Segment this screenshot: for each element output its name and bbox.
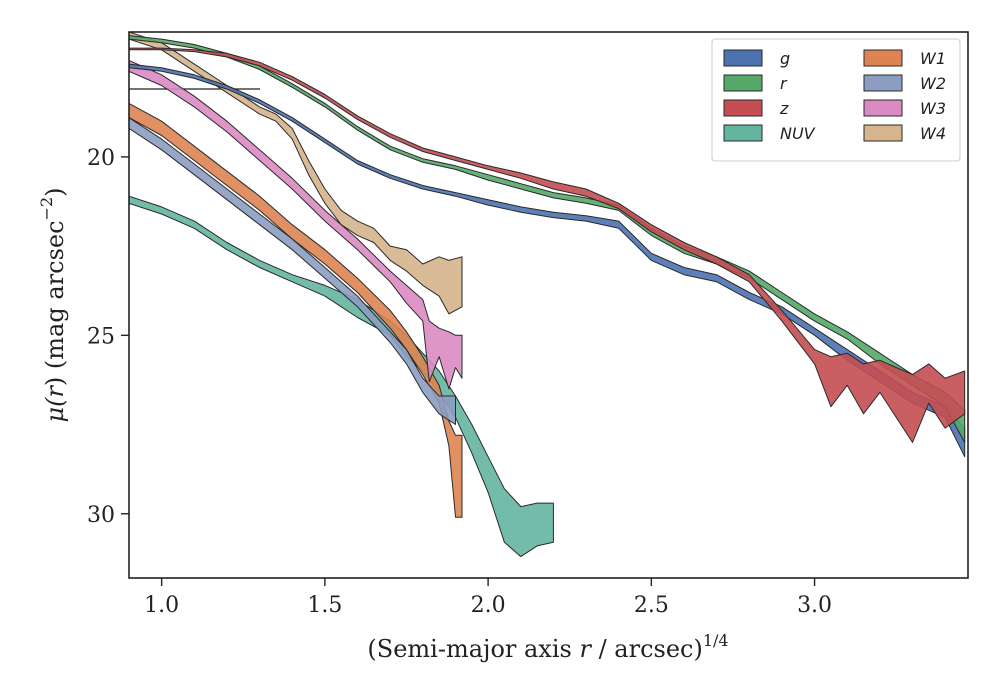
legend-swatch-w1 xyxy=(863,49,903,67)
legend-label-w4: W4 xyxy=(920,124,946,143)
legend-label-nuv: NUV xyxy=(780,124,816,143)
series-band-w2 xyxy=(129,117,456,425)
x-tick-label: 2.5 xyxy=(634,593,669,618)
series-band-nuv xyxy=(129,195,554,558)
x-tick-label: 1.5 xyxy=(307,593,342,618)
legend-label-z: z xyxy=(779,99,789,118)
series-band-z xyxy=(129,47,966,443)
series-bands xyxy=(129,32,966,558)
series-band-r xyxy=(129,35,966,443)
y-axis-label: μ(r) (mag arcsec−2) xyxy=(37,187,69,422)
plot-frame xyxy=(128,31,969,579)
y-tick-label: 20 xyxy=(87,146,115,171)
legend-swatch-r xyxy=(723,74,763,92)
x-tick-label: 1.0 xyxy=(144,593,179,618)
y-tick-label: 25 xyxy=(87,324,115,349)
x-axis-ticks: 1.0 1.5 2.0 2.5 3.0 xyxy=(144,578,832,618)
series-band-g xyxy=(129,63,966,458)
x-axis-label: (Semi-major axis r / arcsec)1/4 xyxy=(367,631,728,663)
legend: grz NUV W1 W2 W3 W4 xyxy=(711,38,961,162)
x-tick-label: 3.0 xyxy=(797,593,832,618)
y-axis-ticks: 20 25 30 xyxy=(87,146,129,528)
legend-swatch-z xyxy=(723,99,763,117)
legend-swatch-g xyxy=(723,49,763,67)
legend-label-r: r xyxy=(780,74,788,93)
legend-swatch-nuv xyxy=(723,124,763,142)
series-band-w4 xyxy=(129,32,463,315)
series-band-w1 xyxy=(129,102,463,518)
legend-swatch-w2 xyxy=(863,74,903,92)
x-tick-label: 2.0 xyxy=(471,593,506,618)
legend-label-w3: W3 xyxy=(920,99,946,118)
legend-label-w2: W2 xyxy=(920,74,946,93)
legend-label-w1: W1 xyxy=(920,49,946,68)
legend-swatch-w4 xyxy=(863,124,903,142)
legend-label-g: g xyxy=(780,49,790,68)
series-band-w3 xyxy=(129,60,463,390)
y-tick-label: 30 xyxy=(87,503,115,528)
legend-swatch-w3 xyxy=(863,99,903,117)
